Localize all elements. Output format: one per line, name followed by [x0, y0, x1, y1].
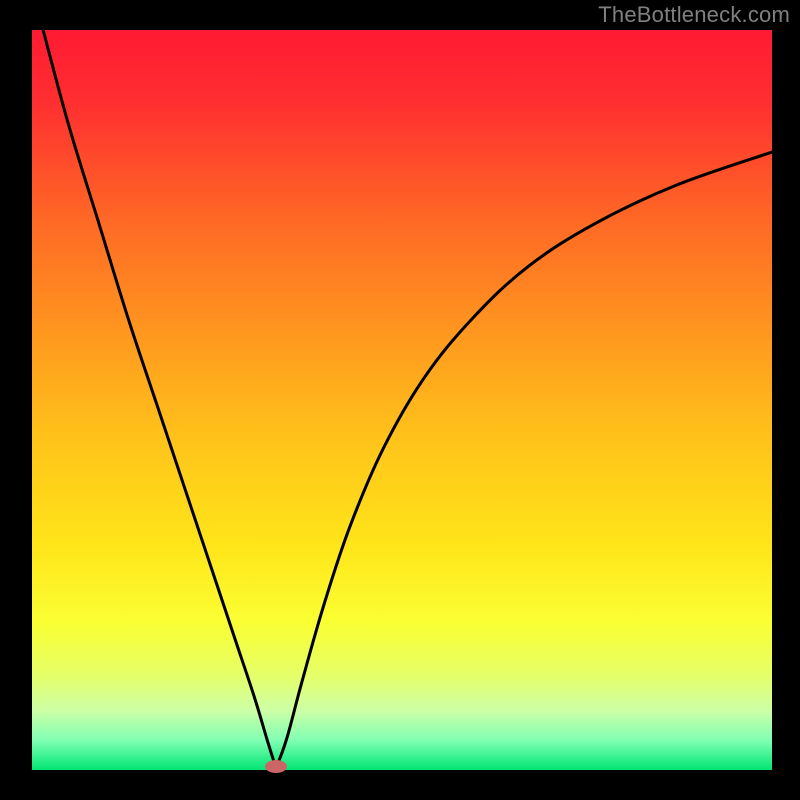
- chart-frame: TheBottleneck.com: [0, 0, 800, 800]
- bottleneck-curve: [0, 0, 800, 800]
- watermark-text: TheBottleneck.com: [598, 2, 790, 28]
- curve-left-branch: [43, 30, 275, 764]
- minimum-marker: [265, 760, 287, 773]
- curve-right-branch: [278, 152, 772, 764]
